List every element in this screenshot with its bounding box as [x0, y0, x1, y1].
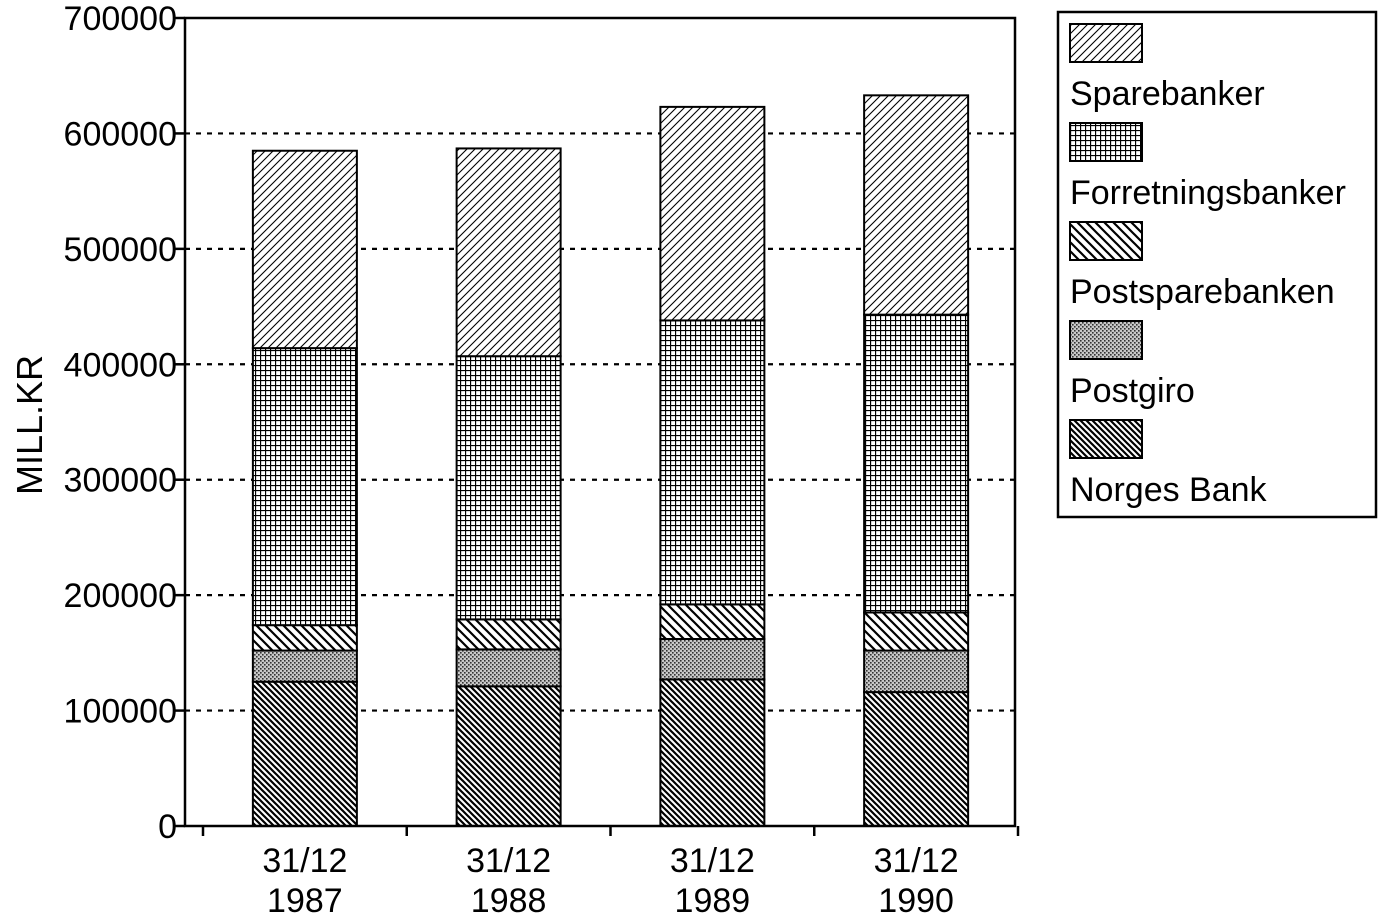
x-tick-label-line1: 31/12	[874, 842, 959, 880]
y-tick-label: 300000	[64, 462, 177, 500]
legend-label: Forretningsbanker	[1070, 174, 1346, 212]
x-tick-label-line1: 31/12	[670, 842, 755, 880]
bars-group	[251, 94, 970, 828]
bar-segment-sparebanker	[863, 94, 970, 316]
x-tick-label-line2: 1990	[878, 882, 954, 919]
legend-swatch-sparebanker	[1069, 23, 1143, 63]
x-tick-label-line2: 1988	[471, 882, 547, 919]
bar-segment-sparebanker	[659, 105, 766, 322]
bar-segment-forretningsbanker	[659, 319, 766, 606]
legend-swatch-postgiro	[1069, 320, 1143, 360]
legend-label: Norges Bank	[1070, 471, 1268, 509]
x-tick-label-line1: 31/12	[262, 842, 347, 880]
bar-segment-postgiro	[455, 648, 562, 688]
y-tick-label: 100000	[64, 693, 177, 731]
y-tick-label: 0	[158, 808, 177, 846]
legend-label: Postsparebanken	[1070, 273, 1335, 311]
bar-segment-postgiro	[659, 638, 766, 681]
legend-swatch-forretningsbanker	[1069, 122, 1143, 162]
y-tick-label: 700000	[64, 0, 177, 38]
bar-segment-norges-bank	[251, 680, 358, 828]
legend-swatch-norges-bank	[1069, 419, 1143, 459]
y-tick-label: 400000	[64, 346, 177, 384]
legend-label: Postgiro	[1070, 372, 1195, 410]
bar-segment-postgiro	[251, 649, 358, 683]
legend-label: Sparebanker	[1070, 75, 1265, 113]
bar-segment-forretningsbanker	[251, 347, 358, 627]
bar-segment-sparebanker	[455, 147, 562, 358]
y-axis-label: MILL.KR	[9, 355, 50, 495]
y-tick-label: 200000	[64, 577, 177, 615]
bar-segment-postsparebanken	[863, 611, 970, 652]
y-tick-labels: 0 100000 200000 300000 400000 500000 600000 700…	[64, 0, 177, 846]
bar-segment-postsparebanken	[659, 603, 766, 641]
axes-group	[175, 16, 1020, 836]
bar-segment-norges-bank	[659, 678, 766, 827]
x-tick-label-line1: 31/12	[466, 842, 551, 880]
legend-swatch-postsparebanken	[1069, 221, 1143, 261]
legend: Sparebanker Forretningsbanker Postspareban…	[1056, 10, 1378, 519]
bar-segment-forretningsbanker	[455, 355, 562, 621]
plot-frame	[183, 16, 1017, 828]
x-tick-label-line2: 1987	[267, 882, 343, 919]
x-tick-label-line2: 1989	[675, 882, 751, 919]
bar-segment-sparebanker	[251, 149, 358, 350]
bar-segment-norges-bank	[863, 691, 970, 827]
bar-segment-norges-bank	[455, 685, 562, 827]
bar-segment-forretningsbanker	[863, 313, 970, 614]
y-tick-label: 500000	[64, 231, 177, 269]
bar-segment-postsparebanken	[251, 624, 358, 652]
bar-segment-postgiro	[863, 649, 970, 694]
bar-segment-postsparebanken	[455, 618, 562, 651]
y-tick-label: 600000	[64, 115, 177, 153]
